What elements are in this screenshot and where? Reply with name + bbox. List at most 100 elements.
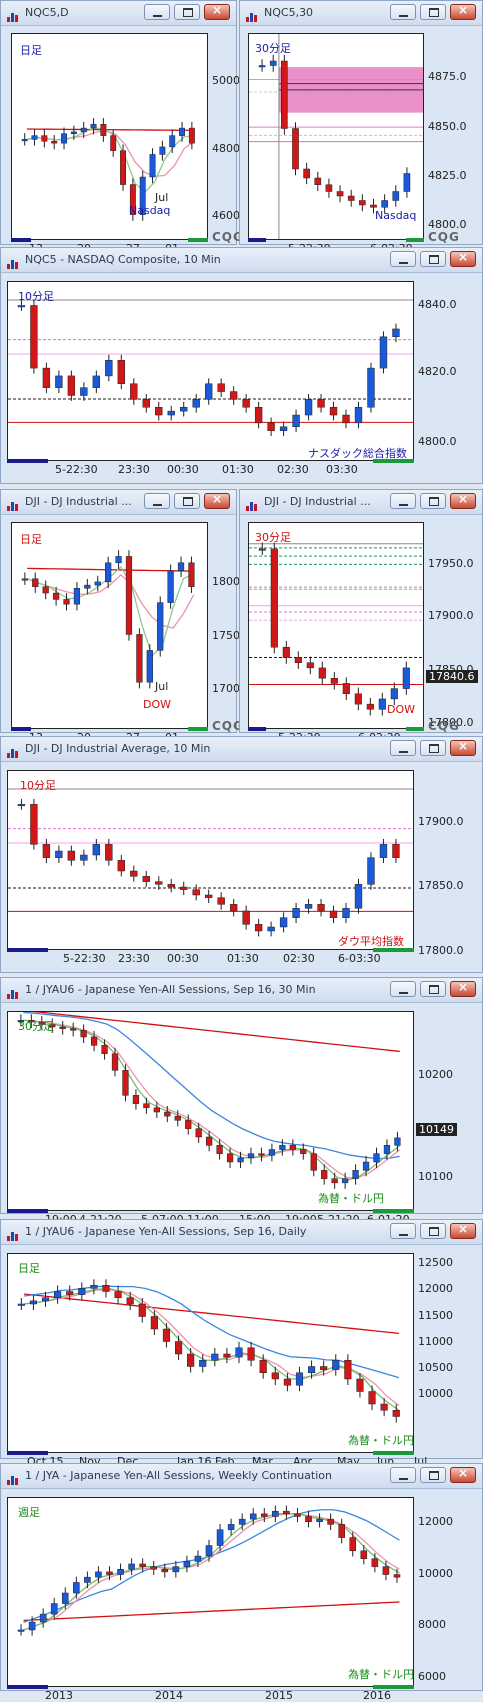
- close-button[interactable]: ×: [450, 980, 476, 997]
- candle-body: [28, 1020, 35, 1023]
- y-tick-label: 17900.0: [418, 815, 464, 828]
- candle-body: [17, 1629, 25, 1632]
- candle-body: [90, 1036, 98, 1046]
- candle-body: [367, 367, 375, 408]
- window-title-bar[interactable]: NQC5,30 ×: [240, 1, 482, 26]
- plot-area[interactable]: 日足 Nasdaq: [11, 33, 208, 240]
- candle-body: [317, 399, 325, 408]
- chart-window[interactable]: NQC5,30 × 30分足 Nasdaq 4875.0 4850.0 4825.0 4800…: [239, 0, 483, 255]
- plot-area[interactable]: 日足 DOW: [11, 522, 208, 729]
- close-button[interactable]: ×: [450, 739, 476, 756]
- candle-body: [269, 60, 277, 66]
- close-button[interactable]: ×: [450, 1222, 476, 1239]
- plot-area[interactable]: 10分足 ダウ平均指数: [7, 770, 414, 950]
- chart-window[interactable]: 1 / JYA - Japanese Yen-All Sessions, Wee…: [0, 1463, 483, 1702]
- window-title-bar[interactable]: DJI - DJ Industrial Average, 10 Min ×: [1, 737, 482, 762]
- window-title-bar[interactable]: 1 / JYAU6 - Japanese Yen-All Sessions, S…: [1, 978, 482, 1003]
- minimize-button[interactable]: [390, 4, 416, 20]
- plot-area[interactable]: 30分足 DOW: [248, 522, 424, 729]
- session-bar: [248, 727, 266, 731]
- candle-body: [185, 1120, 192, 1129]
- candle-body: [217, 897, 225, 905]
- maximize-button[interactable]: [174, 4, 200, 20]
- candle-body: [329, 910, 338, 918]
- minimize-icon: [153, 15, 162, 17]
- chart-window[interactable]: DJI - DJ Industrial ... × 日足 DOW 18000.0 1750…: [0, 489, 258, 744]
- chart-window[interactable]: NQC5,D×日足Nasdaq5000.04800.04600.01320270…: [0, 0, 251, 255]
- candle-body: [268, 1149, 276, 1156]
- y-tick-label: 4840.0: [418, 298, 457, 311]
- close-button[interactable]: ×: [204, 3, 230, 20]
- x-tick-sublabel: Jul: [155, 191, 169, 204]
- candle-body: [392, 1410, 400, 1417]
- maximize-button[interactable]: [420, 493, 446, 509]
- chart-svg: [249, 34, 423, 239]
- maximize-button[interactable]: [420, 981, 446, 997]
- plot-area[interactable]: 週足 為替・ドル円: [7, 1497, 414, 1687]
- plot-area[interactable]: 日足 為替・ドル円: [7, 1253, 414, 1453]
- minimize-button[interactable]: [390, 493, 416, 509]
- timeframe-label: 日足: [20, 44, 42, 57]
- minimize-button[interactable]: [390, 740, 416, 756]
- session-bar: [248, 238, 266, 242]
- y-tick-label: 10100: [418, 1170, 453, 1183]
- moving-average-line: [23, 1287, 400, 1411]
- candle-body: [371, 1558, 379, 1567]
- plot-area[interactable]: 30分足 為替・ドル円: [7, 1011, 414, 1211]
- chart-window[interactable]: DJI - DJ Industrial Average, 10 Min × 10分足…: [0, 736, 483, 973]
- minimize-button[interactable]: [390, 1223, 416, 1239]
- chart-window[interactable]: 1 / JYAU6 - Japanese Yen-All Sessions, S…: [0, 977, 483, 1226]
- close-icon: ×: [457, 980, 469, 994]
- close-button[interactable]: ×: [450, 492, 476, 509]
- maximize-button[interactable]: [420, 4, 446, 20]
- candle-body: [254, 406, 263, 424]
- chart-svg: [21, 118, 195, 221]
- window-title-bar[interactable]: 1 / JYA - Japanese Yen-All Sessions, Wee…: [1, 1464, 482, 1489]
- candle-body: [229, 391, 238, 400]
- chart-icon: [246, 7, 258, 22]
- candle-body: [367, 857, 375, 885]
- candle-body: [380, 1403, 388, 1411]
- window-title-bar[interactable]: NQC5,D ×: [1, 1, 236, 26]
- window-title-bar[interactable]: DJI - DJ Industrial ... ×: [1, 490, 236, 515]
- chart-icon: [7, 1226, 19, 1241]
- minimize-button[interactable]: [390, 981, 416, 997]
- window-title-bar[interactable]: DJI - DJ Industrial ... ×: [240, 490, 482, 515]
- candle-body: [314, 177, 322, 185]
- candle-body: [261, 1513, 268, 1517]
- close-button[interactable]: ×: [450, 250, 476, 267]
- close-button[interactable]: ×: [204, 492, 230, 509]
- x-tick-label: 23:30: [118, 952, 150, 965]
- candle-body: [70, 1028, 77, 1031]
- candle-body: [78, 1288, 86, 1295]
- chart-window[interactable]: DJI - DJ Industrial ... × 30分足 DOW 17950.0 17…: [239, 489, 483, 744]
- candle-body: [105, 844, 113, 861]
- plot-area[interactable]: 30分足 Nasdaq: [248, 33, 424, 240]
- candle-body: [42, 586, 49, 594]
- maximize-button[interactable]: [420, 740, 446, 756]
- plot-area[interactable]: 10分足 ナスダック総合指数: [7, 281, 414, 461]
- maximize-button[interactable]: [420, 1467, 446, 1483]
- maximize-button[interactable]: [420, 251, 446, 267]
- minimize-icon: [399, 262, 408, 264]
- close-button[interactable]: ×: [450, 3, 476, 20]
- maximize-button[interactable]: [420, 1223, 446, 1239]
- session-bar: [7, 948, 48, 952]
- window-title-bar[interactable]: NQC5 - NASDAQ Composite, 10 Min ×: [1, 248, 482, 273]
- maximize-button[interactable]: [174, 493, 200, 509]
- candle-body: [67, 850, 76, 861]
- y-tick-label: 10200: [418, 1068, 453, 1081]
- minimize-icon: [399, 1234, 408, 1236]
- candle-body: [217, 383, 225, 392]
- candle-body: [325, 184, 333, 192]
- candle-body: [42, 367, 51, 388]
- window-title-bar[interactable]: 1 / JYAU6 - Japanese Yen-All Sessions, S…: [1, 1220, 482, 1245]
- minimize-button[interactable]: [390, 251, 416, 267]
- minimize-button[interactable]: [390, 1467, 416, 1483]
- close-icon: ×: [457, 492, 469, 506]
- chart-window[interactable]: NQC5 - NASDAQ Composite, 10 Min × 10分足 ナスダッ…: [0, 247, 483, 484]
- minimize-button[interactable]: [144, 493, 170, 509]
- close-button[interactable]: ×: [450, 1466, 476, 1483]
- chart-window[interactable]: 1 / JYAU6 - Japanese Yen-All Sessions, S…: [0, 1219, 483, 1468]
- minimize-button[interactable]: [144, 4, 170, 20]
